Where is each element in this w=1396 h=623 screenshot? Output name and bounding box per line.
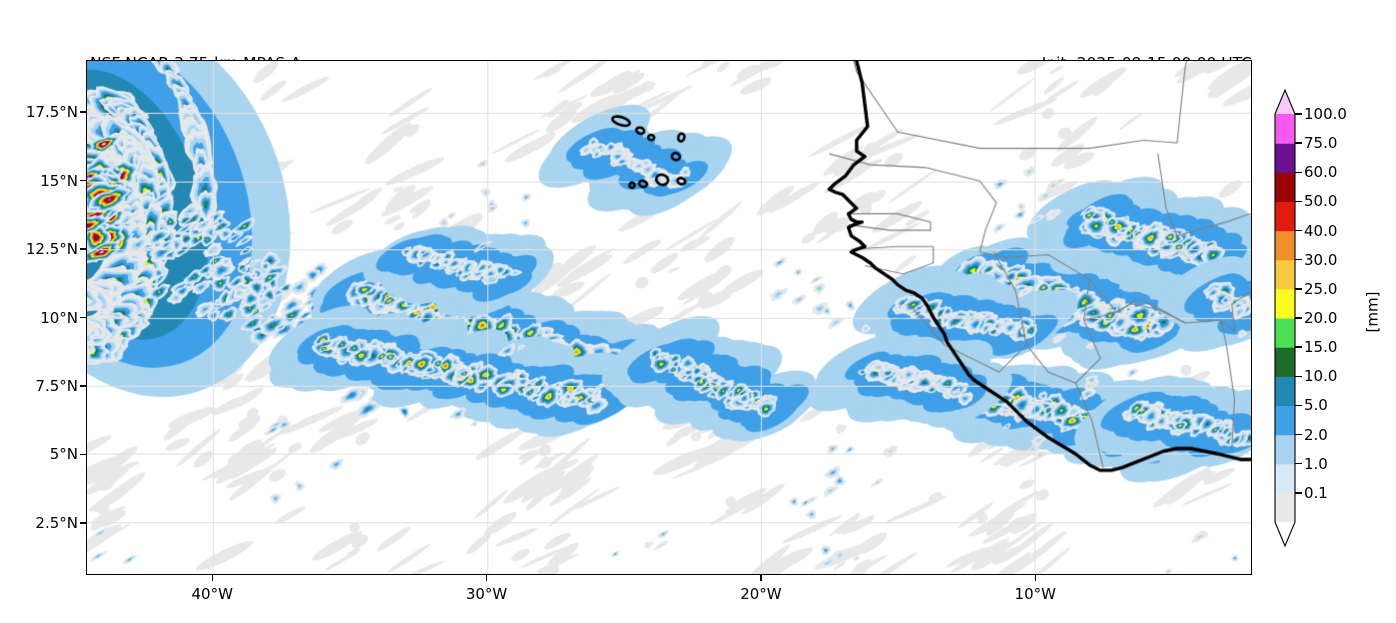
colorbar-tick-label-10: 50.0 [1304, 192, 1338, 211]
colorbar-tick-label-5: 15.0 [1304, 338, 1338, 357]
colorbar-tick-label-12: 75.0 [1304, 134, 1338, 153]
colorbar-tick-mark-1 [1295, 463, 1302, 465]
longitude-tick-label-0: 40°W [191, 585, 233, 603]
colorbar-band-8 [1275, 259, 1295, 290]
colorbar-unit-label: [mm] [1363, 291, 1382, 332]
colorbar-tick-mark-5 [1295, 346, 1302, 348]
longitude-tick-label-3: 10°W [1014, 585, 1056, 603]
colorbar-band-4 [1275, 376, 1295, 407]
longitude-tick-mark-3 [1034, 575, 1036, 581]
colorbar-band-7 [1275, 288, 1295, 319]
latitude-tick-label-6: 2.5°N [35, 513, 78, 532]
colorbar-tick-label-6: 20.0 [1304, 309, 1338, 327]
colorbar-band-1 [1275, 463, 1295, 494]
colorbar-tick-mark-12 [1295, 142, 1302, 144]
latitude-tick-mark-4 [80, 385, 86, 387]
colorbar-tick-mark-6 [1295, 317, 1302, 319]
colorbar-tick-mark-7 [1295, 288, 1302, 290]
latitude-tick-label-1: 15°N [40, 171, 78, 190]
precipitation-map-axes[interactable] [86, 60, 1252, 575]
colorbar-band-6 [1275, 318, 1295, 348]
longitude-tick-label-2: 20°W [740, 585, 782, 603]
colorbar-tick-mark-0 [1295, 492, 1302, 494]
latitude-tick-mark-2 [80, 248, 86, 250]
colorbar-tick-mark-10 [1295, 200, 1302, 203]
colorbar-band-12 [1275, 143, 1295, 173]
colorbar-tick-label-8: 30.0 [1304, 250, 1338, 269]
longitude-tick-mark-0 [211, 575, 213, 581]
colorbar-tick-mark-11 [1295, 171, 1302, 173]
colorbar-tick-mark-3 [1295, 404, 1302, 407]
colorbar-tick-label-11: 60.0 [1304, 163, 1338, 182]
latitude-tick-mark-5 [80, 453, 86, 456]
latitude-tick-label-0: 17.5°N [25, 103, 78, 122]
colorbar-band-11 [1275, 172, 1295, 203]
precipitation-field-canvas [87, 61, 1251, 574]
colorbar-tick-label-13: 100.0 [1304, 105, 1347, 123]
precipitation-colorbar[interactable] [1272, 88, 1298, 548]
latitude-tick-label-3: 10°N [40, 308, 78, 327]
colorbar-band-9 [1275, 230, 1295, 261]
colorbar-band-13 [1275, 114, 1295, 144]
colorbar-tick-mark-4 [1295, 375, 1302, 377]
colorbar-outline [1274, 88, 1296, 548]
latitude-tick-mark-6 [80, 522, 86, 524]
colorbar-band-2 [1275, 434, 1295, 465]
colorbar-tick-label-2: 2.0 [1304, 425, 1328, 444]
colorbar-tick-mark-2 [1295, 433, 1302, 436]
latitude-tick-mark-0 [80, 111, 86, 113]
colorbar-tick-mark-9 [1295, 229, 1302, 232]
colorbar-under-arrow [1275, 522, 1295, 546]
colorbar-gradient [1274, 88, 1296, 548]
colorbar-tick-label-3: 5.0 [1304, 396, 1328, 415]
latitude-tick-mark-3 [80, 316, 86, 319]
latitude-tick-label-4: 7.5°N [35, 376, 78, 395]
longitude-tick-mark-1 [485, 575, 488, 581]
colorbar-band-3 [1275, 405, 1295, 436]
colorbar-band-10 [1275, 201, 1295, 232]
colorbar-tick-mark-13 [1295, 113, 1302, 115]
latitude-tick-mark-1 [80, 179, 86, 182]
colorbar-tick-mark-8 [1295, 259, 1302, 261]
colorbar-tick-label-7: 25.0 [1304, 279, 1338, 298]
longitude-tick-label-1: 30°W [465, 585, 508, 603]
colorbar-band-5 [1275, 347, 1295, 377]
latitude-tick-label-2: 12.5°N [25, 240, 78, 259]
colorbar-tick-label-9: 40.0 [1304, 221, 1338, 240]
colorbar-over-arrow [1275, 90, 1295, 114]
colorbar-band-0 [1275, 492, 1295, 523]
colorbar-tick-label-4: 10.0 [1304, 367, 1338, 386]
colorbar-tick-label-1: 1.0 [1304, 454, 1328, 473]
longitude-tick-mark-2 [760, 575, 762, 581]
latitude-tick-label-5: 5°N [49, 445, 78, 464]
colorbar-tick-label-0: 0.1 [1304, 483, 1328, 502]
